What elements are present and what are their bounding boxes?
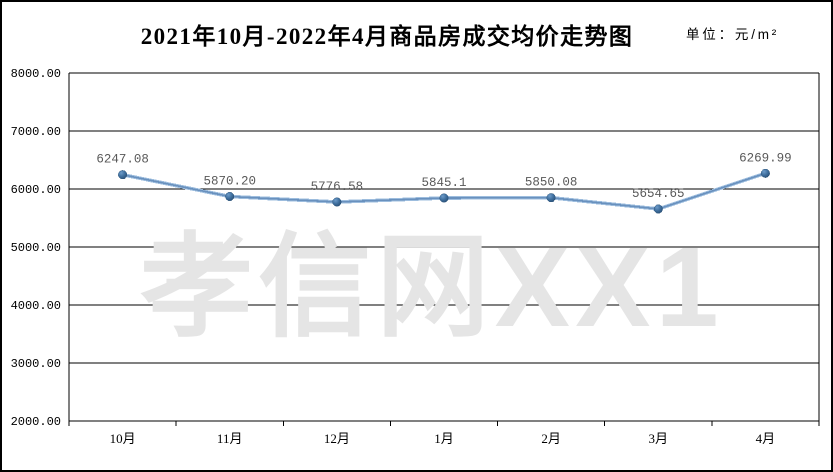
svg-text:5850.08: 5850.08 bbox=[525, 176, 578, 190]
svg-text:2000.00: 2000.00 bbox=[11, 415, 61, 429]
svg-text:5776.58: 5776.58 bbox=[311, 180, 364, 194]
svg-text:8000.00: 8000.00 bbox=[11, 67, 61, 81]
svg-text:12月: 12月 bbox=[324, 431, 350, 446]
svg-text:10月: 10月 bbox=[110, 431, 136, 446]
svg-text:2月: 2月 bbox=[541, 431, 561, 446]
svg-text:11月: 11月 bbox=[217, 431, 243, 446]
svg-text:4000.00: 4000.00 bbox=[11, 299, 61, 313]
svg-text:5000.00: 5000.00 bbox=[11, 241, 61, 255]
svg-text:7000.00: 7000.00 bbox=[11, 125, 61, 139]
svg-text:3000.00: 3000.00 bbox=[11, 357, 61, 371]
svg-text:6000.00: 6000.00 bbox=[11, 183, 61, 197]
svg-text:5845.1: 5845.1 bbox=[421, 176, 466, 190]
svg-text:4月: 4月 bbox=[756, 431, 776, 446]
svg-text:6269.99: 6269.99 bbox=[739, 151, 792, 165]
svg-text:5870.20: 5870.20 bbox=[203, 175, 256, 189]
svg-text:1月: 1月 bbox=[434, 431, 454, 446]
svg-text:6247.08: 6247.08 bbox=[96, 153, 149, 167]
svg-text:3月: 3月 bbox=[649, 431, 669, 446]
